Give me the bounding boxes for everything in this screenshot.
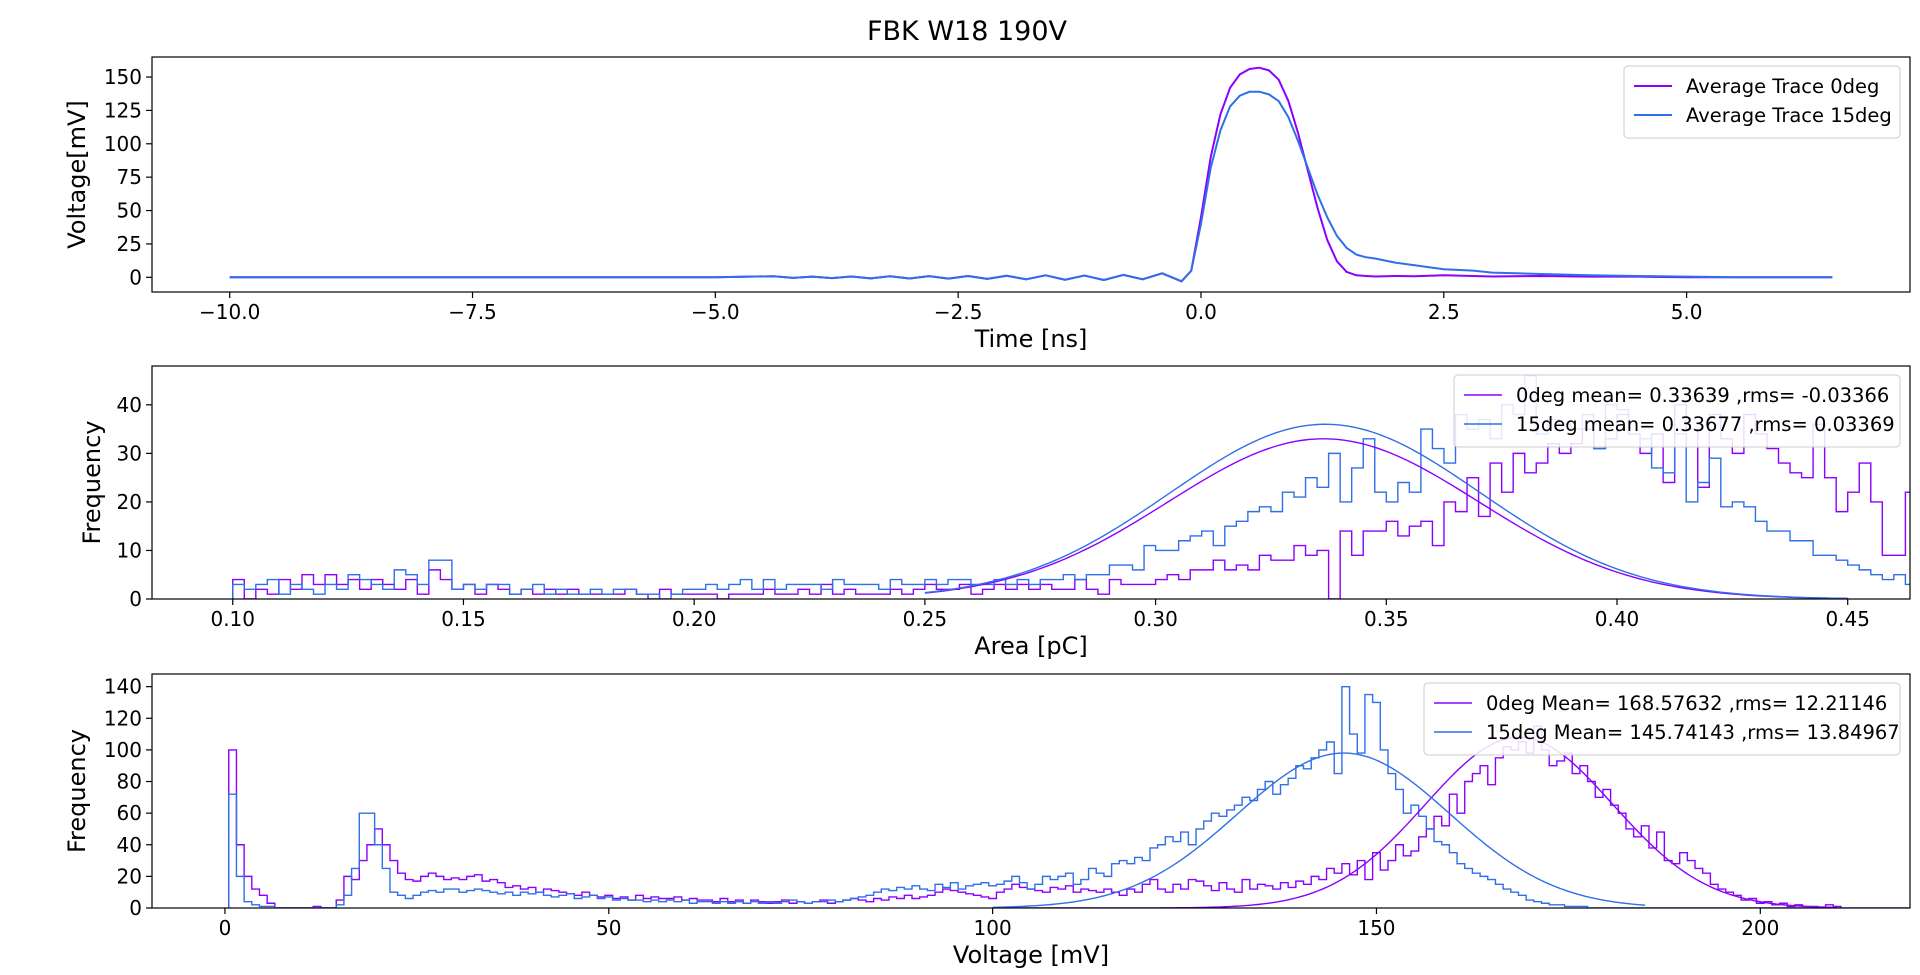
series-line (229, 90, 1833, 283)
y-tick-label: 0 (129, 265, 142, 289)
legend-box (1623, 65, 1901, 139)
x-tick-label: 0.40 (1595, 607, 1640, 631)
histogram-step (228, 725, 1842, 908)
legend: 0deg mean= 0.33639 ,rms= -0.03366 15deg m… (1453, 374, 1901, 448)
legend-box (1423, 682, 1901, 756)
y-tick-label: 100 (104, 738, 142, 762)
x-tick-label: 0.45 (1825, 607, 1870, 631)
x-tick-label: −10.0 (199, 300, 260, 324)
legend-box (1453, 374, 1901, 448)
y-tick-label: 20 (117, 490, 142, 514)
y-tick-label: 0 (129, 587, 142, 611)
histogram-step (232, 375, 1910, 599)
y-tick-label: 30 (117, 441, 142, 465)
gaussian-fit-curve (924, 438, 1848, 599)
plot-area (232, 375, 1910, 599)
legend-entry: 0deg Mean= 168.57632 ,rms= 12.21146 (1486, 692, 1887, 715)
x-axis-label: Area [pC] (974, 632, 1088, 660)
x-tick-label: 0.30 (1133, 607, 1178, 631)
legend-entry: 0deg mean= 0.33639 ,rms= -0.03366 (1516, 384, 1889, 407)
legend: Average Trace 0deg Average Trace 15deg (1623, 65, 1901, 139)
x-tick-label: −7.5 (448, 300, 497, 324)
x-tick-label: 0 (219, 916, 232, 940)
y-tick-label: 60 (117, 801, 142, 825)
x-axis-label: Voltage [mV] (953, 941, 1109, 969)
x-tick-label: 0.20 (672, 607, 717, 631)
legend-entry: 15deg mean= 0.33677 ,rms= 0.03369 (1516, 413, 1895, 436)
x-tick-label: 150 (1357, 916, 1395, 940)
x-tick-label: −5.0 (691, 300, 740, 324)
area-histogram-panel: 0.10 0.15 0.20 0.25 0.30 0.35 0.40 0.45 0 10 20 30 4… (78, 365, 1911, 660)
x-tick-label: −2.5 (934, 300, 983, 324)
y-tick-label: 10 (117, 538, 142, 562)
axes-frame (151, 673, 1911, 909)
figure-title: FBK W18 190V (867, 16, 1068, 47)
x-tick-label: 0.15 (441, 607, 486, 631)
voltage-histogram-panel: 0 50 100 150 200 0 20 40 60 80 100 120 140 Voltage [m… (63, 673, 1911, 969)
x-tick-label: 0.10 (210, 607, 255, 631)
y-axis-label: Frequency (78, 421, 106, 545)
y-tick-label: 0 (129, 896, 142, 920)
x-tick-label: 0.0 (1185, 300, 1217, 324)
x-axis-label: Time [ns] (974, 325, 1088, 353)
y-tick-label: 40 (117, 833, 142, 857)
histogram-step (228, 685, 1910, 908)
series-line (229, 66, 1833, 283)
y-tick-label: 80 (117, 770, 142, 794)
plot-area (229, 66, 1833, 283)
y-axis-label: Frequency (63, 729, 91, 853)
y-tick-label: 125 (104, 98, 142, 122)
legend: 0deg Mean= 168.57632 ,rms= 12.21146 15deg… (1423, 682, 1901, 756)
x-tick-label: 100 (974, 916, 1012, 940)
x-tick-label: 0.35 (1364, 607, 1409, 631)
x-tick-label: 200 (1741, 916, 1779, 940)
axes-frame (151, 365, 1911, 600)
gaussian-fit-curve (924, 423, 1848, 599)
y-tick-label: 20 (117, 864, 142, 888)
y-tick-label: 120 (104, 706, 142, 730)
legend-entry: Average Trace 0deg (1686, 75, 1879, 98)
x-tick-label: 0.25 (903, 607, 948, 631)
legend-entry: 15deg Mean= 145.74143 ,rms= 13.84967 (1486, 721, 1900, 744)
y-axis-label: Voltage[mV] (63, 100, 91, 249)
axes-frame (151, 56, 1911, 293)
x-tick-label: 50 (596, 916, 621, 940)
x-tick-label: 5.0 (1671, 300, 1703, 324)
y-tick-label: 140 (104, 675, 142, 699)
average-trace-panel: −10.0 −7.5 −5.0 −2.5 0.0 2.5 5.0 0 25 50 75 100 125 1… (63, 56, 1911, 353)
y-tick-label: 40 (117, 393, 142, 417)
y-tick-label: 75 (117, 165, 142, 189)
x-tick-label: 2.5 (1428, 300, 1460, 324)
y-tick-label: 150 (104, 65, 142, 89)
y-tick-label: 25 (117, 232, 142, 256)
legend-entry: Average Trace 15deg (1686, 104, 1892, 127)
y-tick-label: 100 (104, 132, 142, 156)
y-tick-label: 50 (117, 199, 142, 223)
gaussian-fit-curve (992, 752, 1646, 908)
